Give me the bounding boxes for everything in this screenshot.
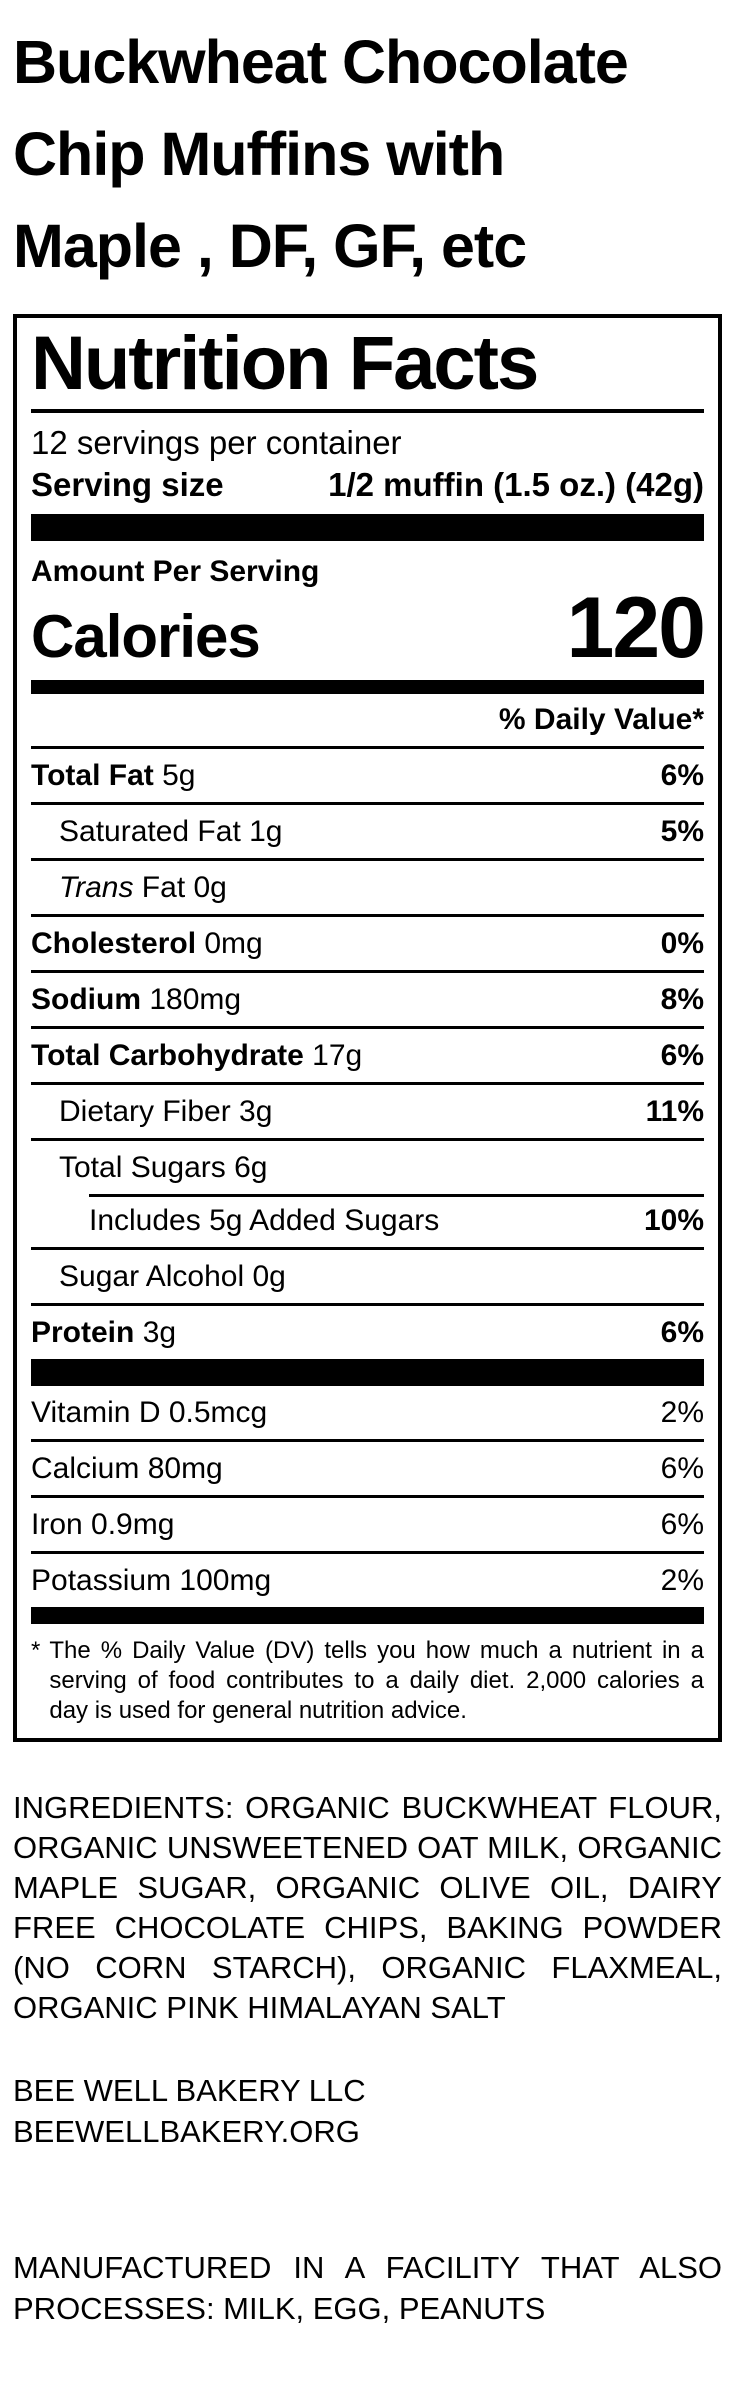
nutrient-daily-value: 6%	[660, 1315, 704, 1349]
nutrient-daily-value: 6%	[660, 1507, 704, 1541]
nutrient-name: Dietary Fiber 3g	[59, 1094, 273, 1128]
nutrient-row: Total Sugars 6g	[31, 1137, 704, 1194]
nutrient-daily-value: 6%	[660, 758, 704, 792]
nutrient-name: Cholesterol 0mg	[31, 926, 263, 960]
nutrient-daily-value: 8%	[660, 982, 704, 1016]
nutrient-daily-value: 2%	[660, 1395, 704, 1429]
nutrient-name: Total Sugars 6g	[59, 1150, 268, 1184]
nutrient-name: Trans Fat 0g	[59, 870, 227, 904]
nutrient-row: Vitamin D 0.5mcg 2%	[31, 1386, 704, 1439]
nutrient-name: Sodium 180mg	[31, 982, 242, 1016]
product-title: Buckwheat Chocolate Chip Muffins with Ma…	[13, 16, 725, 292]
calories-value: 120	[566, 579, 706, 676]
nutrient-row: Total Fat 5g 6%	[31, 745, 704, 802]
product-title-line-1: Buckwheat Chocolate	[13, 28, 629, 96]
divider-rule	[31, 408, 704, 413]
manufacturer-block: BEE WELL BAKERY LLC BEEWELLBAKERY.ORG	[13, 2070, 722, 2152]
nutrient-name: Saturated Fat 1g	[59, 814, 283, 848]
nutrient-name: Total Fat 5g	[31, 758, 196, 792]
nutrient-daily-value: 0%	[660, 926, 704, 960]
nutrient-daily-value: 10%	[643, 1203, 704, 1237]
amount-per-serving-label: Amount Per Serving	[31, 554, 320, 588]
nutrients-list: Total Fat 5g 6% Saturated Fat 1g 5% Trans Fa…	[31, 745, 704, 1359]
serving-size-row: Serving size 1/2 muffin (1.5 oz.) (42g)	[31, 463, 704, 514]
nutrient-daily-value: 5%	[660, 814, 704, 848]
nutrient-daily-value: 2%	[660, 1563, 704, 1597]
product-title-line-3: Maple , DF, GF, etc	[13, 212, 527, 280]
nutrient-row: Iron 0.9mg 6%	[31, 1494, 704, 1551]
nutrient-name: Total Carbohydrate 17g	[31, 1038, 363, 1072]
nutrient-name: Sugar Alcohol 0g	[59, 1259, 286, 1293]
nutrient-row: Potassium 100mg 2%	[31, 1550, 704, 1607]
allergen-statement: MANUFACTURED IN A FACILITY THAT ALSO PRO…	[13, 2249, 722, 2326]
thick-divider-bar	[31, 1358, 704, 1386]
nutrient-row: Saturated Fat 1g 5%	[31, 801, 704, 858]
nutrient-row: Includes 5g Added Sugars 10%	[31, 1193, 704, 1247]
nutrient-name: Vitamin D 0.5mcg	[31, 1395, 268, 1429]
nutrient-row: Dietary Fiber 3g 11%	[31, 1081, 704, 1138]
nutrient-daily-value: 11%	[645, 1094, 704, 1128]
daily-value-footnote: * The % Daily Value (DV) tells you how m…	[31, 1624, 704, 1726]
nutrient-name: Calcium 80mg	[31, 1451, 223, 1485]
thick-divider-bar	[31, 513, 704, 541]
serving-size-value: 1/2 muffin (1.5 oz.) (42g)	[328, 465, 704, 503]
nutrient-row: Sugar Alcohol 0g	[31, 1246, 704, 1303]
nutrition-facts-box: Nutrition Facts 12 servings per containe…	[13, 314, 722, 1742]
nutrient-row: Protein 3g 6%	[31, 1302, 704, 1359]
ingredients-paragraph: INGREDIENTS: ORGANIC BUCKWHEAT FLOUR, OR…	[13, 1789, 722, 2025]
footnote-asterisk: *	[31, 1636, 41, 1664]
nutrient-name: Includes 5g Added Sugars	[89, 1203, 440, 1237]
company-website: BEEWELLBAKERY.ORG	[13, 2113, 360, 2149]
nutrient-daily-value: 6%	[660, 1038, 704, 1072]
thick-divider-bar	[31, 679, 704, 694]
calories-label: Calories	[31, 602, 261, 670]
calories-row: Calories 120	[31, 579, 706, 680]
nutrient-row: Calcium 80mg 6%	[31, 1438, 704, 1495]
daily-value-header: % Daily Value*	[498, 702, 704, 736]
vitamins-list: Vitamin D 0.5mcg 2% Calcium 80mg 6% Iron 0.9…	[31, 1386, 704, 1607]
nutrient-row: Total Carbohydrate 17g 6%	[31, 1025, 704, 1082]
nutrient-row: Trans Fat 0g	[31, 857, 704, 914]
nutrient-daily-value: 6%	[660, 1451, 704, 1485]
nutrient-name: Iron 0.9mg	[31, 1507, 175, 1541]
product-title-line-2: Chip Muffins with	[13, 120, 505, 188]
serving-size-label: Serving size	[31, 465, 224, 503]
company-name: BEE WELL BAKERY LLC	[13, 2072, 366, 2108]
nutrient-name: Protein 3g	[31, 1315, 177, 1349]
servings-per-container: 12 servings per container	[31, 423, 402, 461]
nutrient-name: Potassium 100mg	[31, 1563, 272, 1597]
nutrient-row: Cholesterol 0mg 0%	[31, 913, 704, 970]
footnote-text: The % Daily Value (DV) tells you how muc…	[49, 1636, 704, 1724]
nutrient-row: Sodium 180mg 8%	[31, 969, 704, 1026]
nutrition-facts-title: Nutrition Facts	[31, 321, 539, 406]
thick-divider-bar	[31, 1606, 704, 1624]
